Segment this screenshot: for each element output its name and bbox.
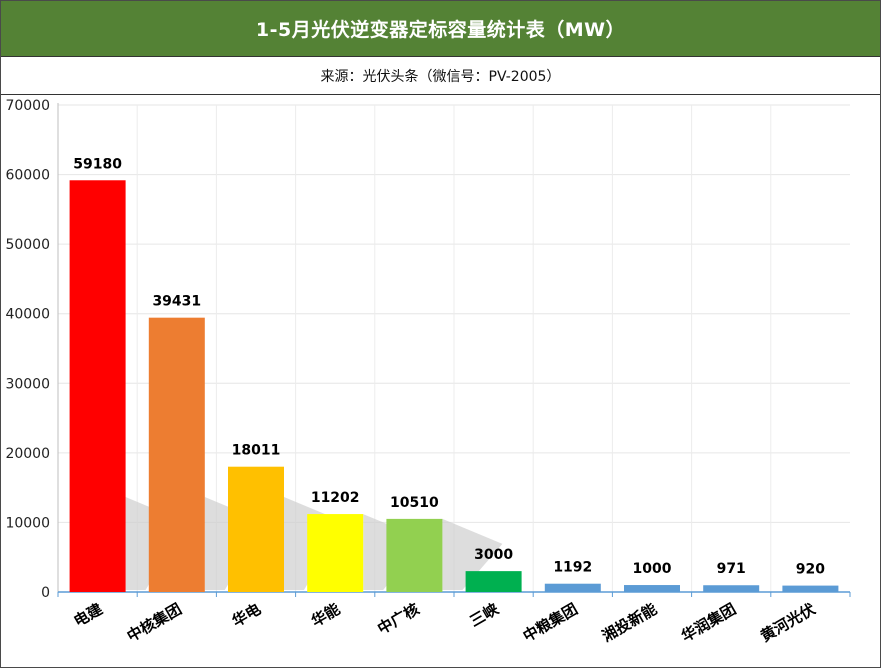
x-tick-label: 湘投新能 <box>599 600 660 646</box>
data-label: 3000 <box>474 547 513 563</box>
x-tick-label: 三峡 <box>467 599 503 630</box>
data-label: 1000 <box>633 561 672 577</box>
x-tick-label: 华润集团 <box>678 600 739 646</box>
y-tick-label: 0 <box>41 585 50 601</box>
y-tick-label: 10000 <box>5 515 50 531</box>
x-tick-label: 华能 <box>308 600 343 631</box>
y-tick-label: 60000 <box>5 168 50 184</box>
bar-shadow <box>442 518 503 590</box>
bar-黄河光伏 <box>782 585 839 592</box>
y-tick-label: 70000 <box>5 98 50 114</box>
x-tick-label: 华电 <box>229 600 264 631</box>
bar-中粮集团 <box>544 583 601 592</box>
bar-华润集团 <box>703 585 760 592</box>
y-tick-label: 20000 <box>5 446 50 462</box>
x-tick-label: 中核集团 <box>124 600 185 646</box>
chart-subtitle: 来源：光伏头条（微信号：PV-2005） <box>1 56 880 95</box>
bar-电建 <box>69 180 126 592</box>
bar-中核集团 <box>148 317 205 592</box>
x-tick-label: 中广核 <box>374 600 422 638</box>
data-label: 59180 <box>73 156 122 172</box>
bar-华电 <box>228 466 284 592</box>
data-label: 1192 <box>553 560 592 576</box>
y-tick-label: 40000 <box>5 307 50 323</box>
x-tick-label: 黄河光伏 <box>757 600 818 646</box>
bar-华能 <box>307 514 364 592</box>
x-tick-label: 电建 <box>71 599 107 630</box>
data-label: 18011 <box>232 443 281 459</box>
bar-湘投新能 <box>624 585 680 592</box>
data-label: 971 <box>717 561 746 577</box>
data-label: 10510 <box>390 495 439 511</box>
data-label: 11202 <box>311 490 360 506</box>
data-label: 39431 <box>152 294 201 310</box>
bar-中广核 <box>386 518 443 592</box>
y-tick-label: 30000 <box>5 376 50 392</box>
x-tick-label: 中粮集团 <box>520 600 581 646</box>
bar-三峡 <box>465 571 522 592</box>
data-label: 920 <box>796 562 825 578</box>
chart-title: 1-5月光伏逆变器定标容量统计表（MW） <box>1 1 880 56</box>
y-tick-label: 50000 <box>5 237 50 253</box>
